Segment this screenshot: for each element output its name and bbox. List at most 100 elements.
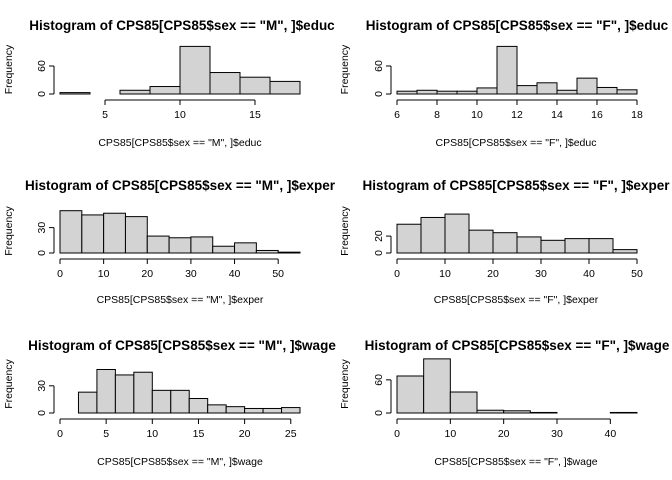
histogram-bar (444, 213, 470, 254)
histogram-bar (59, 92, 91, 95)
x-tick-label: 40 (229, 268, 241, 280)
x-tick-label: 40 (583, 268, 595, 280)
histogram-bar (476, 409, 505, 414)
y-tick-label: 60 (373, 60, 385, 72)
x-tick-label: 12 (511, 109, 523, 121)
histogram-bar (151, 389, 172, 414)
x-tick-label: 0 (57, 268, 63, 280)
histogram-bar (262, 407, 283, 414)
histogram-bar (396, 223, 422, 254)
histogram-bar (281, 407, 301, 414)
histogram-bar (496, 45, 518, 95)
chart-title: Histogram of CPS85[CPS85$sex == "F", ]$e… (366, 18, 669, 33)
y-tick-label: 30 (36, 222, 48, 234)
histogram-bar (396, 90, 418, 95)
x-tick-label: 10 (439, 268, 451, 280)
x-tick-label: 20 (141, 268, 153, 280)
histogram-panel-2: Histogram of CPS85[CPS85$sex == "F", ]$e… (339, 18, 669, 149)
x-tick-label: 50 (272, 268, 284, 280)
y-tick-label: 0 (36, 250, 48, 256)
histogram-bar (239, 76, 271, 95)
histogram-bar (124, 216, 148, 254)
chart-title: Histogram of CPS85[CPS85$sex == "M", ]$e… (25, 178, 336, 193)
histogram-bar (396, 375, 425, 414)
histogram-bar (212, 245, 236, 254)
histogram-bar (503, 410, 531, 414)
x-tick-label: 15 (249, 109, 261, 121)
x-axis-label: CPS85[CPS85$sex == "M", ]$educ (98, 137, 261, 149)
histogram-bar (207, 404, 227, 414)
y-tick-label: 0 (373, 250, 385, 256)
x-tick-label: 20 (487, 268, 499, 280)
chart-title: Histogram of CPS85[CPS85$sex == "F", ]$e… (363, 178, 671, 193)
histogram-bar (277, 251, 301, 254)
histogram-bar (612, 249, 638, 254)
histogram-bar (190, 236, 214, 254)
histogram-bar (149, 86, 181, 95)
y-tick-label: 60 (36, 60, 48, 72)
histogram-bar (564, 238, 590, 254)
x-tick-label: 20 (239, 428, 251, 440)
histogram-bar (59, 210, 83, 254)
x-tick-label: 5 (103, 428, 109, 440)
y-tick-label: 30 (36, 380, 48, 392)
histogram-bar (255, 249, 279, 254)
x-tick-label: 30 (551, 428, 563, 440)
histogram-bar (170, 389, 190, 414)
histogram-bar (449, 391, 478, 414)
x-axis-label: CPS85[CPS85$sex == "M", ]$wage (97, 456, 263, 468)
x-tick-label: 25 (285, 428, 297, 440)
x-tick-label: 0 (394, 428, 400, 440)
x-tick-label: 10 (174, 109, 186, 121)
histogram-panel-1: Histogram of CPS85[CPS85$sex == "M", ]$e… (3, 18, 335, 149)
histogram-panel-6: Histogram of CPS85[CPS85$sex == "F", ]$w… (339, 338, 670, 468)
histogram-bar (168, 237, 192, 254)
histogram-bar (516, 236, 542, 254)
histogram-bar (146, 235, 170, 254)
histogram-bar (96, 369, 116, 414)
x-tick-label: 18 (631, 109, 643, 121)
y-tick-label: 0 (373, 91, 385, 97)
y-axis-label: Frequency (3, 205, 15, 255)
histogram-bar (179, 45, 211, 95)
histogram-bar (588, 238, 614, 254)
histogram-bar (77, 391, 98, 414)
x-tick-label: 10 (146, 428, 158, 440)
histogram-bar (234, 242, 257, 254)
x-axis-label: CPS85[CPS85$sex == "M", ]$exper (97, 294, 264, 306)
x-tick-label: 5 (102, 109, 108, 121)
histogram-bar (556, 89, 578, 95)
y-tick-label: 0 (373, 410, 385, 416)
y-axis-label: Frequency (339, 358, 351, 408)
x-tick-label: 8 (434, 109, 440, 121)
histogram-bar (416, 89, 438, 95)
histogram-bar (536, 82, 558, 95)
chart-title: Histogram of CPS85[CPS85$sex == "F", ]$w… (365, 338, 670, 353)
histogram-bar (420, 216, 446, 254)
y-axis-label: Frequency (339, 205, 351, 255)
histogram-bar (540, 239, 566, 254)
histogram-bar (133, 371, 153, 414)
x-tick-label: 10 (444, 428, 456, 440)
y-tick-label: 20 (373, 230, 385, 242)
histogram-panel-5: Histogram of CPS85[CPS85$sex == "M", ]$w… (3, 338, 336, 468)
y-axis-label: Frequency (339, 44, 351, 94)
histogram-panel-3: Histogram of CPS85[CPS85$sex == "M", ]$e… (3, 178, 336, 306)
histogram-bar (476, 87, 498, 95)
histogram-bar (492, 232, 518, 254)
histogram-bar (114, 374, 135, 414)
x-tick-label: 40 (604, 428, 616, 440)
x-tick-label: 50 (631, 268, 643, 280)
x-tick-label: 15 (193, 428, 205, 440)
x-axis-label: CPS85[CPS85$sex == "F", ]$wage (434, 456, 597, 468)
histogram-bar (596, 86, 618, 95)
x-tick-label: 0 (394, 268, 400, 280)
y-tick-label: 60 (373, 374, 385, 386)
histogram-bar (269, 80, 301, 95)
histogram-bar (209, 72, 241, 95)
histogram-bar (423, 358, 451, 414)
chart-title: Histogram of CPS85[CPS85$sex == "M", ]$w… (28, 338, 336, 353)
histogram-bar (225, 406, 246, 414)
x-tick-label: 10 (98, 268, 110, 280)
